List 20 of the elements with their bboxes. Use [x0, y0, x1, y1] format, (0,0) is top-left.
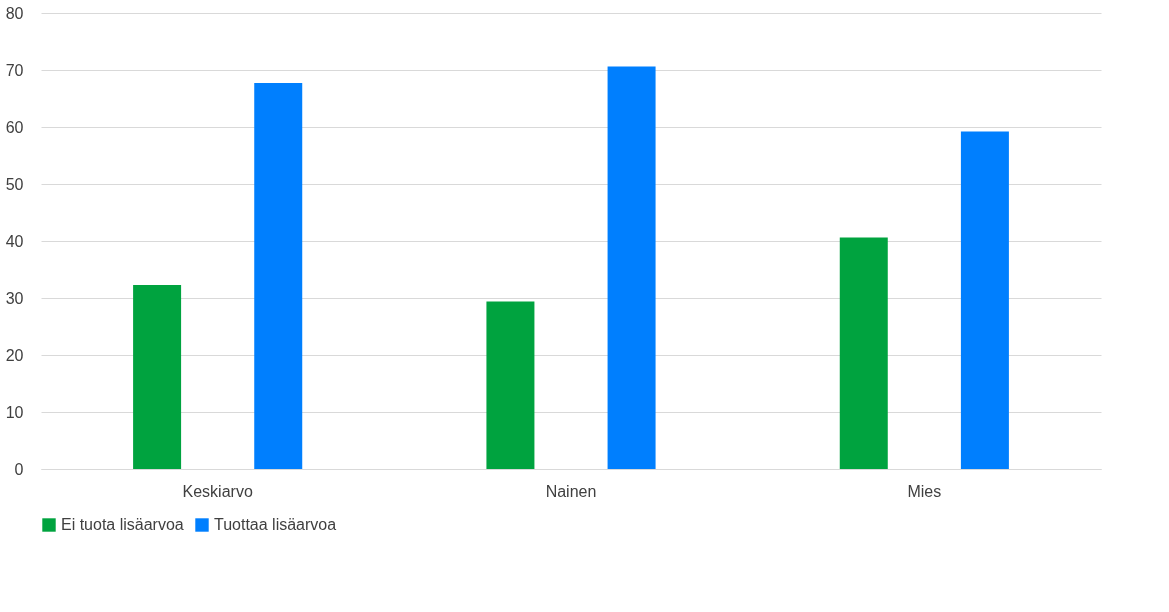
- legend-label: Ei tuota lisäarvoa: [61, 516, 184, 533]
- x-tick-label: Keskiarvo: [182, 482, 253, 500]
- bar: [254, 83, 303, 469]
- y-tick-label: 30: [5, 289, 24, 307]
- bar: [839, 237, 888, 469]
- legend-label: Tuottaa lisäarvoa: [214, 516, 337, 533]
- y-tick-label: 70: [5, 61, 24, 79]
- y-tick-label: 10: [5, 403, 24, 421]
- y-tick-label: 0: [14, 460, 24, 478]
- y-tick-label: 50: [5, 175, 24, 193]
- y-tick-label: 20: [5, 346, 24, 364]
- bar: [607, 66, 656, 469]
- y-tick-label: 80: [5, 4, 24, 22]
- x-tick-label: Mies: [907, 482, 942, 500]
- bar: [133, 284, 182, 469]
- bar: [960, 131, 1009, 469]
- y-tick-label: 60: [5, 118, 24, 136]
- bar: [486, 301, 535, 469]
- y-tick-label: 40: [5, 232, 24, 250]
- x-tick-label: Nainen: [545, 482, 597, 500]
